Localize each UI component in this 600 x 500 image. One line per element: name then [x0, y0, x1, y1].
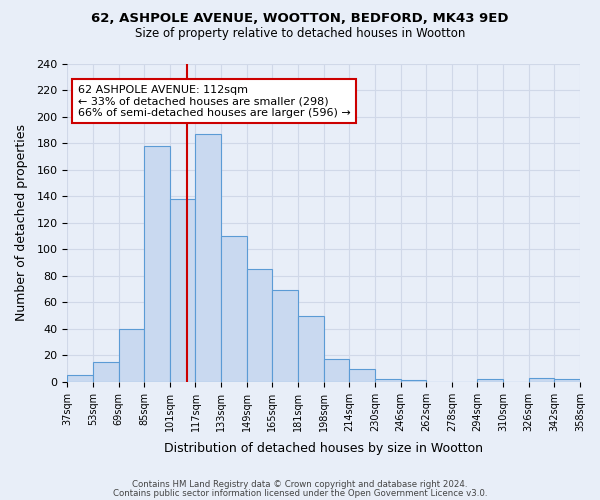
- Bar: [119, 329, 144, 382]
- Y-axis label: Number of detached properties: Number of detached properties: [15, 124, 28, 322]
- Bar: [554, 379, 580, 382]
- Bar: [196, 134, 221, 382]
- Bar: [247, 269, 272, 382]
- Bar: [170, 199, 196, 382]
- Bar: [93, 362, 119, 382]
- X-axis label: Distribution of detached houses by size in Wootton: Distribution of detached houses by size …: [164, 442, 483, 455]
- Bar: [221, 236, 247, 382]
- Bar: [349, 368, 375, 382]
- Bar: [298, 316, 323, 382]
- Text: Contains HM Land Registry data © Crown copyright and database right 2024.: Contains HM Land Registry data © Crown c…: [132, 480, 468, 489]
- Text: 62 ASHPOLE AVENUE: 112sqm
← 33% of detached houses are smaller (298)
66% of semi: 62 ASHPOLE AVENUE: 112sqm ← 33% of detac…: [77, 84, 350, 118]
- Bar: [272, 290, 298, 382]
- Text: Contains public sector information licensed under the Open Government Licence v3: Contains public sector information licen…: [113, 488, 487, 498]
- Bar: [375, 379, 401, 382]
- Bar: [323, 360, 349, 382]
- Bar: [401, 380, 426, 382]
- Bar: [144, 146, 170, 382]
- Text: 62, ASHPOLE AVENUE, WOOTTON, BEDFORD, MK43 9ED: 62, ASHPOLE AVENUE, WOOTTON, BEDFORD, MK…: [91, 12, 509, 26]
- Text: Size of property relative to detached houses in Wootton: Size of property relative to detached ho…: [135, 28, 465, 40]
- Bar: [529, 378, 554, 382]
- Bar: [478, 379, 503, 382]
- Bar: [67, 375, 93, 382]
